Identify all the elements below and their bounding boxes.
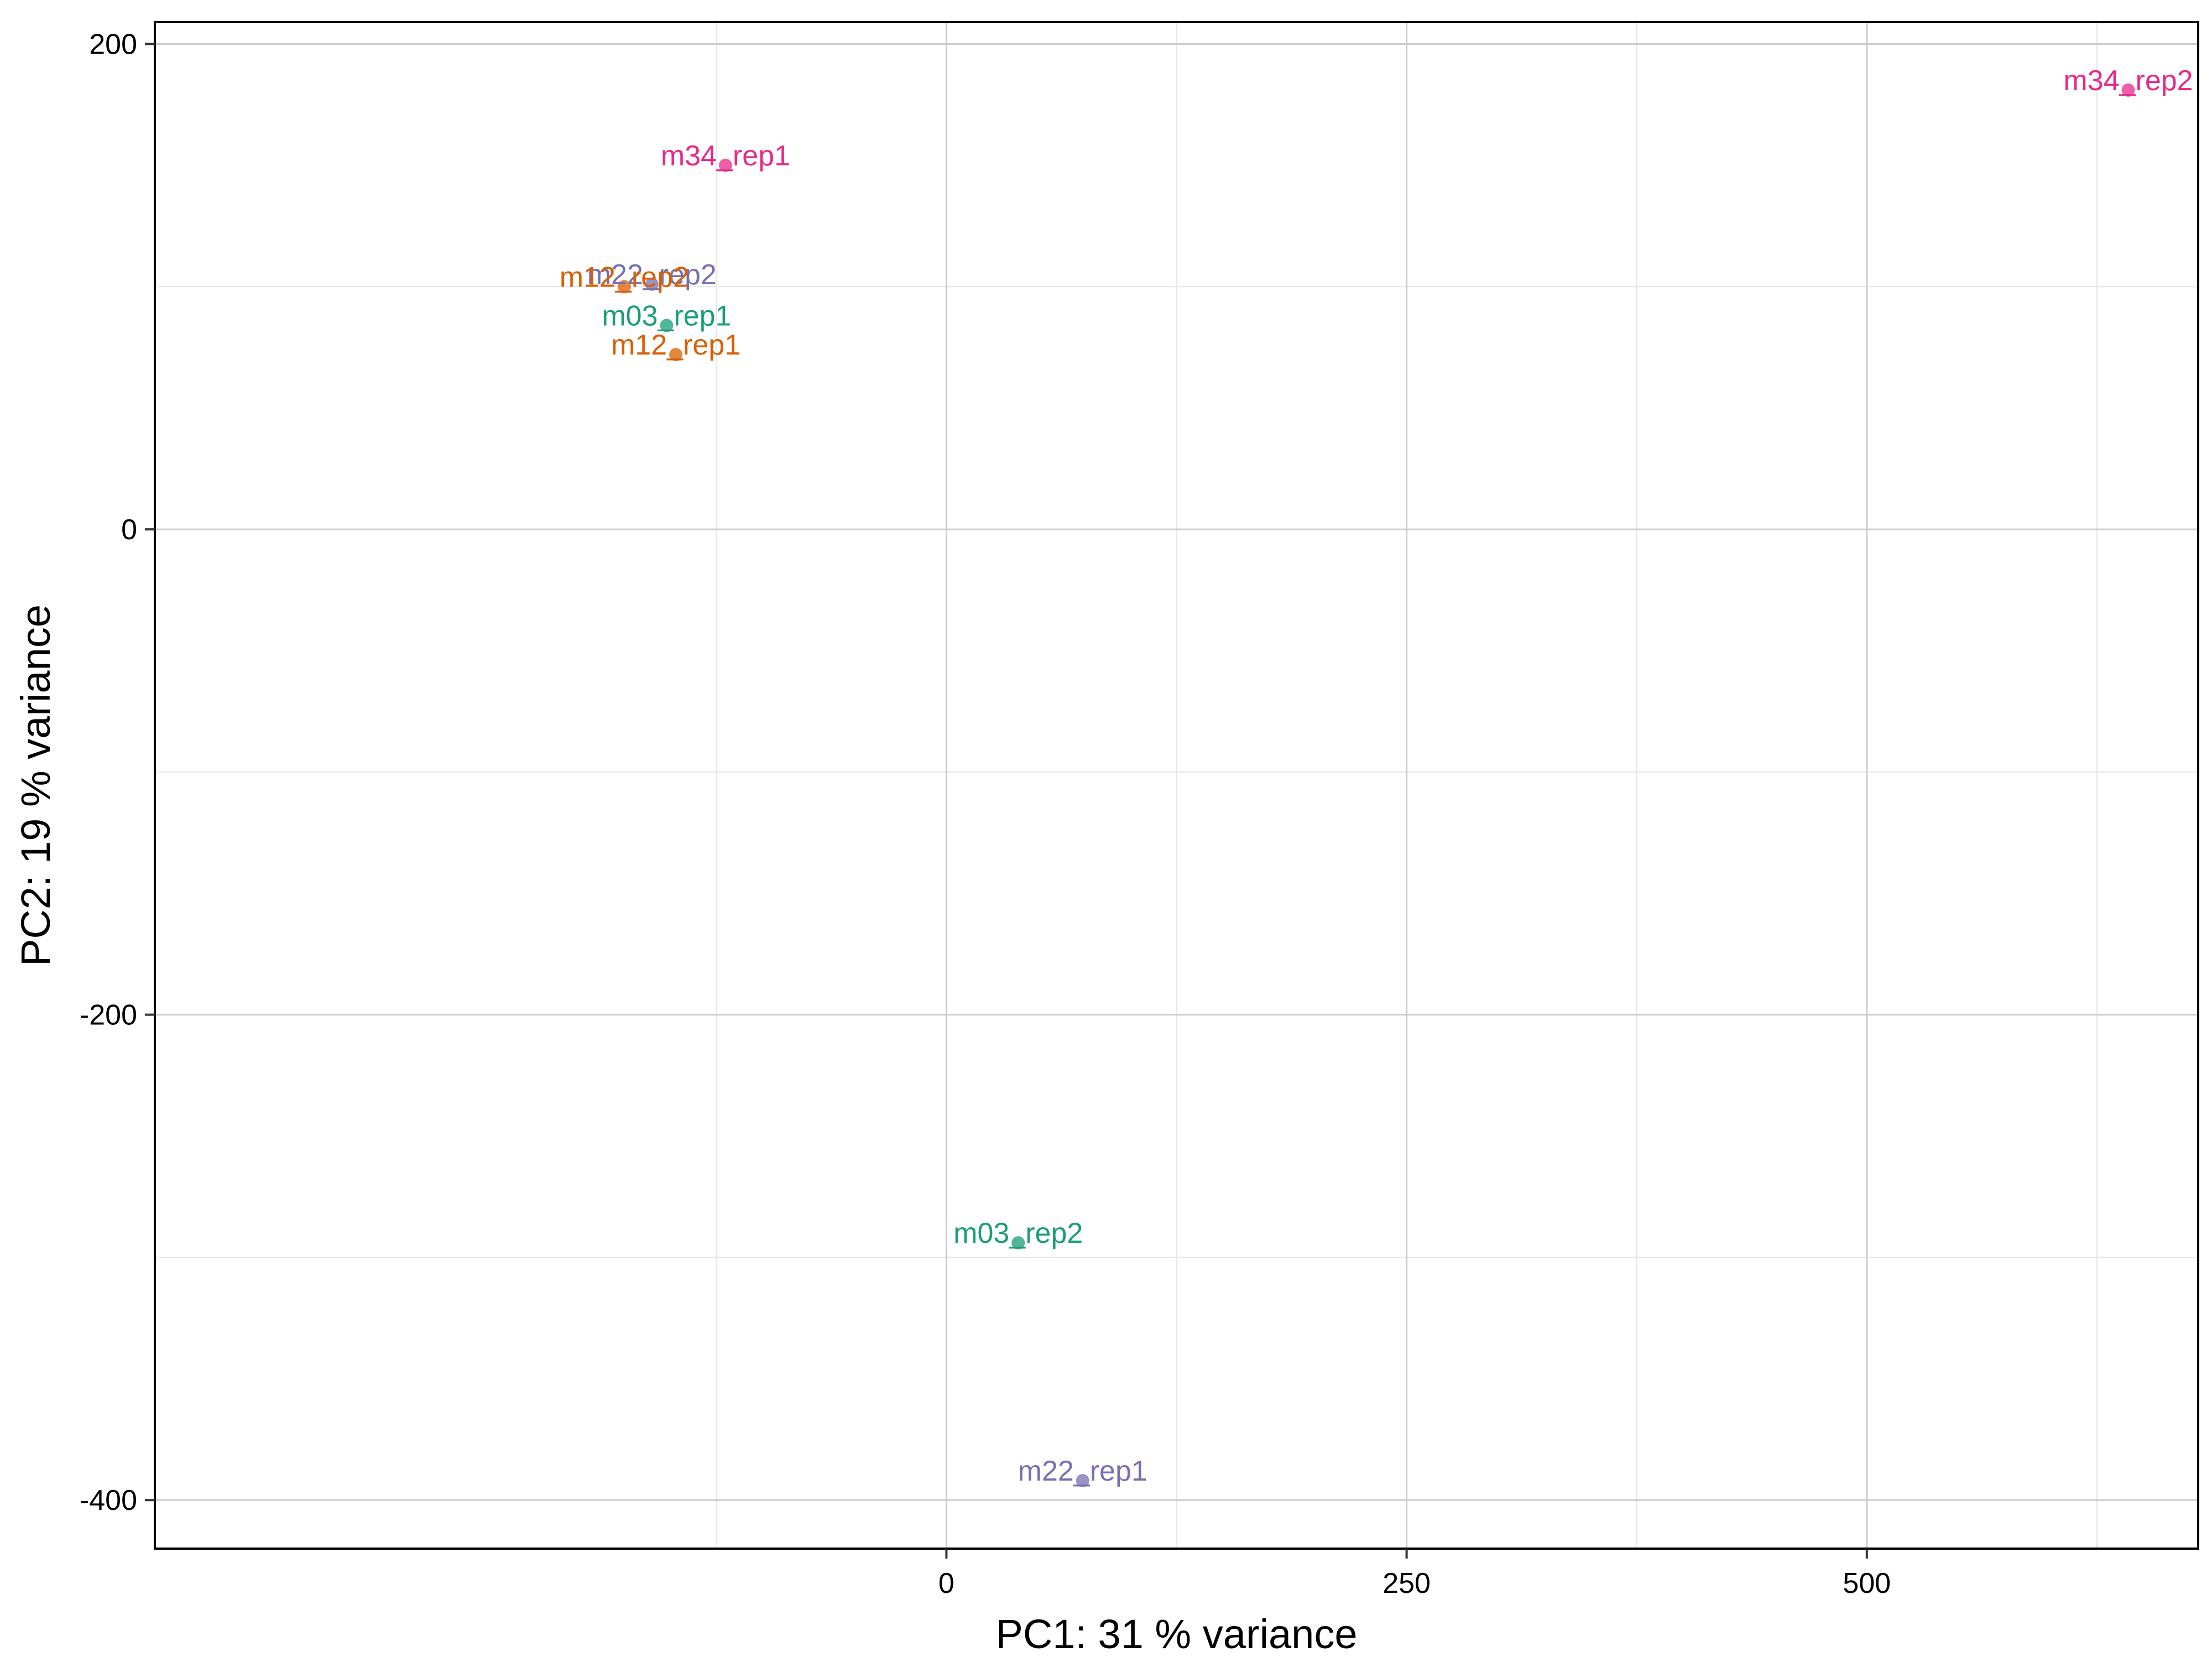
x-tick-label: 0 (938, 1567, 954, 1600)
y-tick-label: 200 (89, 28, 137, 60)
data-point (718, 158, 732, 172)
data-point (660, 319, 674, 332)
point-label: m03_rep2 (953, 1217, 1083, 1249)
data-points (617, 83, 2135, 1488)
point-label: m22_rep1 (1018, 1455, 1147, 1487)
data-point (669, 348, 683, 362)
x-axis-title: PC1: 31 % variance (995, 1611, 1357, 1657)
data-point (1011, 1236, 1025, 1250)
point-label: m12_rep1 (611, 329, 740, 361)
y-tick-label: -400 (80, 1484, 137, 1517)
point-label: m22_rep2 (587, 259, 717, 291)
data-point (2121, 83, 2135, 97)
point-label: m12_rep2 (560, 261, 689, 293)
data-point (617, 280, 631, 294)
y-tick-label: 0 (121, 514, 137, 546)
y-tick-label: -200 (80, 999, 137, 1031)
x-tick-label: 250 (1383, 1567, 1431, 1600)
y-axis-title: PC2: 19 % variance (13, 605, 59, 966)
data-point (1076, 1474, 1089, 1488)
point-label: m34_rep2 (2063, 65, 2193, 97)
point-label: m03_rep1 (602, 300, 731, 332)
grid (155, 22, 2198, 1549)
x-tick-label: 500 (1843, 1567, 1891, 1600)
panel-border (154, 21, 2199, 1550)
point-label: m34_rep1 (661, 140, 790, 172)
data-point (645, 277, 659, 291)
axes: 0 250 500 200 0 -200 -400 (80, 28, 1891, 1600)
